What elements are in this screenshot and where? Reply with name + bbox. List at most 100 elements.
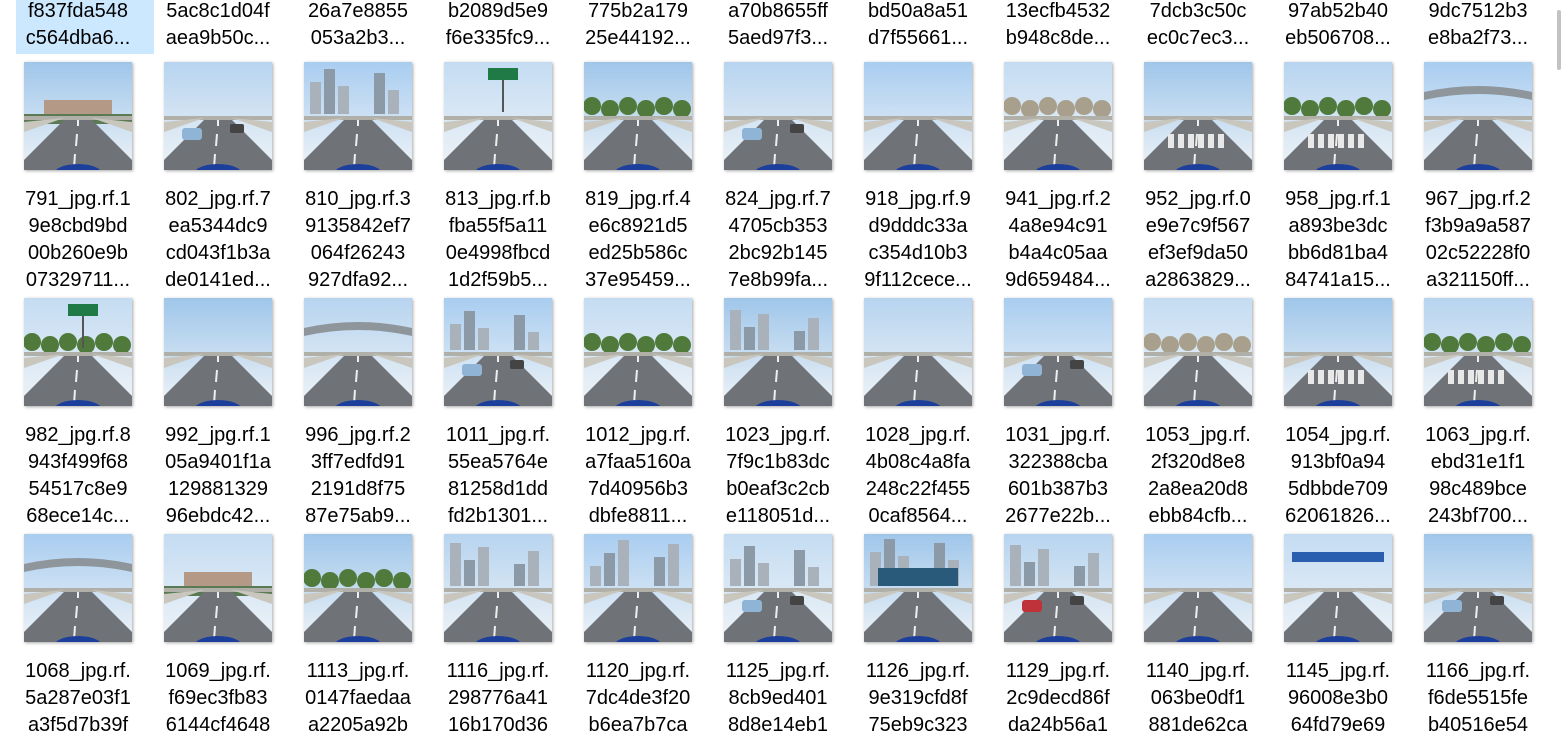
file-name-line: 68ece14c... (26, 505, 130, 527)
file-name-label: 5ac8c1d04f aea9b50c... (148, 0, 288, 52)
image-thumbnail[interactable] (1424, 298, 1532, 406)
image-thumbnail[interactable] (1004, 62, 1112, 170)
file-name-line: c354d10b3 (868, 242, 968, 264)
file-name-line: 9e8cbd9bd (28, 215, 128, 237)
file-name-label: 802_jpg.rf.7 ea5344dc9 cd043f1b3a de0141ed.… (148, 186, 288, 294)
image-thumbnail[interactable] (444, 298, 552, 406)
file-name-line: 2a8ea20d8 (1147, 478, 1249, 500)
file-name-label: 982_jpg.rf.8 943f499f68 54517c8e9 68ece14c.… (8, 422, 148, 530)
file-name-line: 9f112cece... (864, 269, 972, 291)
file-name-line: 802_jpg.rf.7 (165, 188, 271, 210)
image-thumbnail[interactable] (1144, 298, 1252, 406)
image-thumbnail[interactable] (24, 298, 132, 406)
image-thumbnail[interactable] (864, 534, 972, 642)
file-name-line: c564dba6... (25, 27, 131, 49)
file-name-line: 4a8e94c91 (1008, 215, 1108, 237)
file-name-line: 992_jpg.rf.1 (165, 424, 271, 446)
file-name-line: e8ba2f73... (1427, 27, 1529, 49)
file-name-label: 941_jpg.rf.2 4a8e94c91 b4a4c05aa 9d659484..… (988, 186, 1128, 294)
image-thumbnail[interactable] (164, 298, 272, 406)
image-thumbnail[interactable] (304, 62, 412, 170)
file-name-label: 9dc7512b3 e8ba2f73... (1408, 0, 1548, 52)
image-thumbnail[interactable] (584, 62, 692, 170)
file-name-line: 84741a15... (1285, 269, 1391, 291)
file-name-label: 958_jpg.rf.1 a893be3dc bb6d81ba4 84741a15..… (1268, 186, 1408, 294)
file-name-line: 54517c8e9 (28, 478, 128, 500)
vertical-scrollbar[interactable] (1550, 0, 1565, 726)
image-thumbnail[interactable] (1284, 534, 1392, 642)
file-name-line: 97ab52b40 (1287, 0, 1389, 22)
file-name-line: 298776a41 (447, 687, 549, 709)
file-name-line: a321150ff... (1426, 269, 1530, 291)
image-thumbnail[interactable] (164, 534, 272, 642)
file-name-line: f3b9a9a587 (1425, 215, 1531, 237)
image-thumbnail[interactable] (1424, 534, 1532, 642)
image-thumbnail[interactable] (444, 62, 552, 170)
file-name-label: 824_jpg.rf.7 4705cb353 2bc92b145 7e8b99fa..… (708, 186, 848, 294)
file-name-line: 775b2a179 (587, 0, 689, 22)
file-name-label: 1053_jpg.rf. 2f320d8e8 2a8ea20d8 ebb84cfb..… (1128, 422, 1268, 530)
file-name-label: 1126_jpg.rf. 9e319cfd8f 75eb9c323 (848, 658, 988, 739)
file-name-line: 9dc7512b3 (1428, 0, 1528, 22)
file-name-line: 1069_jpg.rf. (165, 660, 271, 682)
file-name-line: fba55f5a11 (448, 215, 548, 237)
image-thumbnail[interactable] (1424, 62, 1532, 170)
file-name-label: 918_jpg.rf.9 d9dddc33a c354d10b3 9f112cece.… (848, 186, 988, 294)
image-thumbnail[interactable] (304, 534, 412, 642)
image-thumbnail[interactable] (724, 298, 832, 406)
image-thumbnail[interactable] (864, 62, 972, 170)
image-thumbnail[interactable] (724, 534, 832, 642)
file-name-line: 064f26243 (310, 242, 406, 264)
file-name-line: 958_jpg.rf.1 (1285, 188, 1391, 210)
image-thumbnail[interactable] (864, 298, 972, 406)
image-thumbnail[interactable] (1144, 62, 1252, 170)
file-name-line: 7e8b99fa... (727, 269, 829, 291)
file-name-line: a2863829... (1145, 269, 1251, 291)
file-name-line: ef3ef9da50 (1147, 242, 1249, 264)
file-name-line: ebb84cfb... (1148, 505, 1248, 527)
file-name-line: e6c8921d5 (588, 215, 688, 237)
file-name-line: 601b387b3 (1007, 478, 1109, 500)
image-thumbnail[interactable] (1284, 62, 1392, 170)
file-name-line: e118051d... (725, 505, 831, 527)
file-name-line: a70b8655ff (728, 0, 828, 22)
file-name-label: 1054_jpg.rf. 913bf0a94 5dbbde709 62061826..… (1268, 422, 1408, 530)
file-name-line: 824_jpg.rf.7 (725, 188, 831, 210)
file-name-line: 98c489bce (1429, 478, 1527, 500)
file-name-line: 810_jpg.rf.3 (305, 188, 411, 210)
image-thumbnail[interactable] (164, 62, 272, 170)
file-name-line: 9135842ef7 (305, 215, 411, 237)
file-name-line: e9e7c9f567 (1145, 215, 1251, 237)
file-name-line: 982_jpg.rf.8 (25, 424, 131, 446)
image-thumbnail[interactable] (24, 534, 132, 642)
file-name-line: d9dddc33a (868, 215, 968, 237)
file-name-line: 913bf0a94 (1290, 451, 1386, 473)
image-thumbnail[interactable] (304, 298, 412, 406)
file-name-label: 1140_jpg.rf. 063be0df1 881de62ca (1128, 658, 1268, 739)
file-name-label: b2089d5e9 f6e335fc9... (428, 0, 568, 52)
file-name-line: 1053_jpg.rf. (1145, 424, 1251, 446)
file-name-label: 775b2a179 25e44192... (568, 0, 708, 52)
file-name-line: de0141ed... (165, 269, 271, 291)
file-name-line: 81258d1dd (447, 478, 549, 500)
image-thumbnail[interactable] (584, 534, 692, 642)
file-name-line: 9e319cfd8f (868, 687, 968, 709)
file-name-line: f6e335fc9... (445, 27, 551, 49)
image-thumbnail[interactable] (24, 62, 132, 170)
file-name-label: 1012_jpg.rf. a7faa5160a 7d40956b3 dbfe8811.… (568, 422, 708, 530)
file-name-line: 87e75ab9... (305, 505, 411, 527)
image-thumbnail[interactable] (444, 534, 552, 642)
image-thumbnail[interactable] (724, 62, 832, 170)
file-name-line: 943f499f68 (27, 451, 129, 473)
image-thumbnail[interactable] (1004, 534, 1112, 642)
file-name-line: 5dbbde709 (1287, 478, 1389, 500)
file-name-line: 7d40956b3 (587, 478, 689, 500)
image-thumbnail[interactable] (1144, 534, 1252, 642)
scrollbar-thumb[interactable] (1557, 10, 1561, 70)
image-thumbnail[interactable] (1004, 298, 1112, 406)
image-thumbnail[interactable] (1284, 298, 1392, 406)
image-thumbnail[interactable] (584, 298, 692, 406)
file-name-line: 1063_jpg.rf. (1425, 424, 1531, 446)
file-name-line: 1166_jpg.rf. (1425, 660, 1531, 682)
file-name-line: 129881329 (167, 478, 269, 500)
